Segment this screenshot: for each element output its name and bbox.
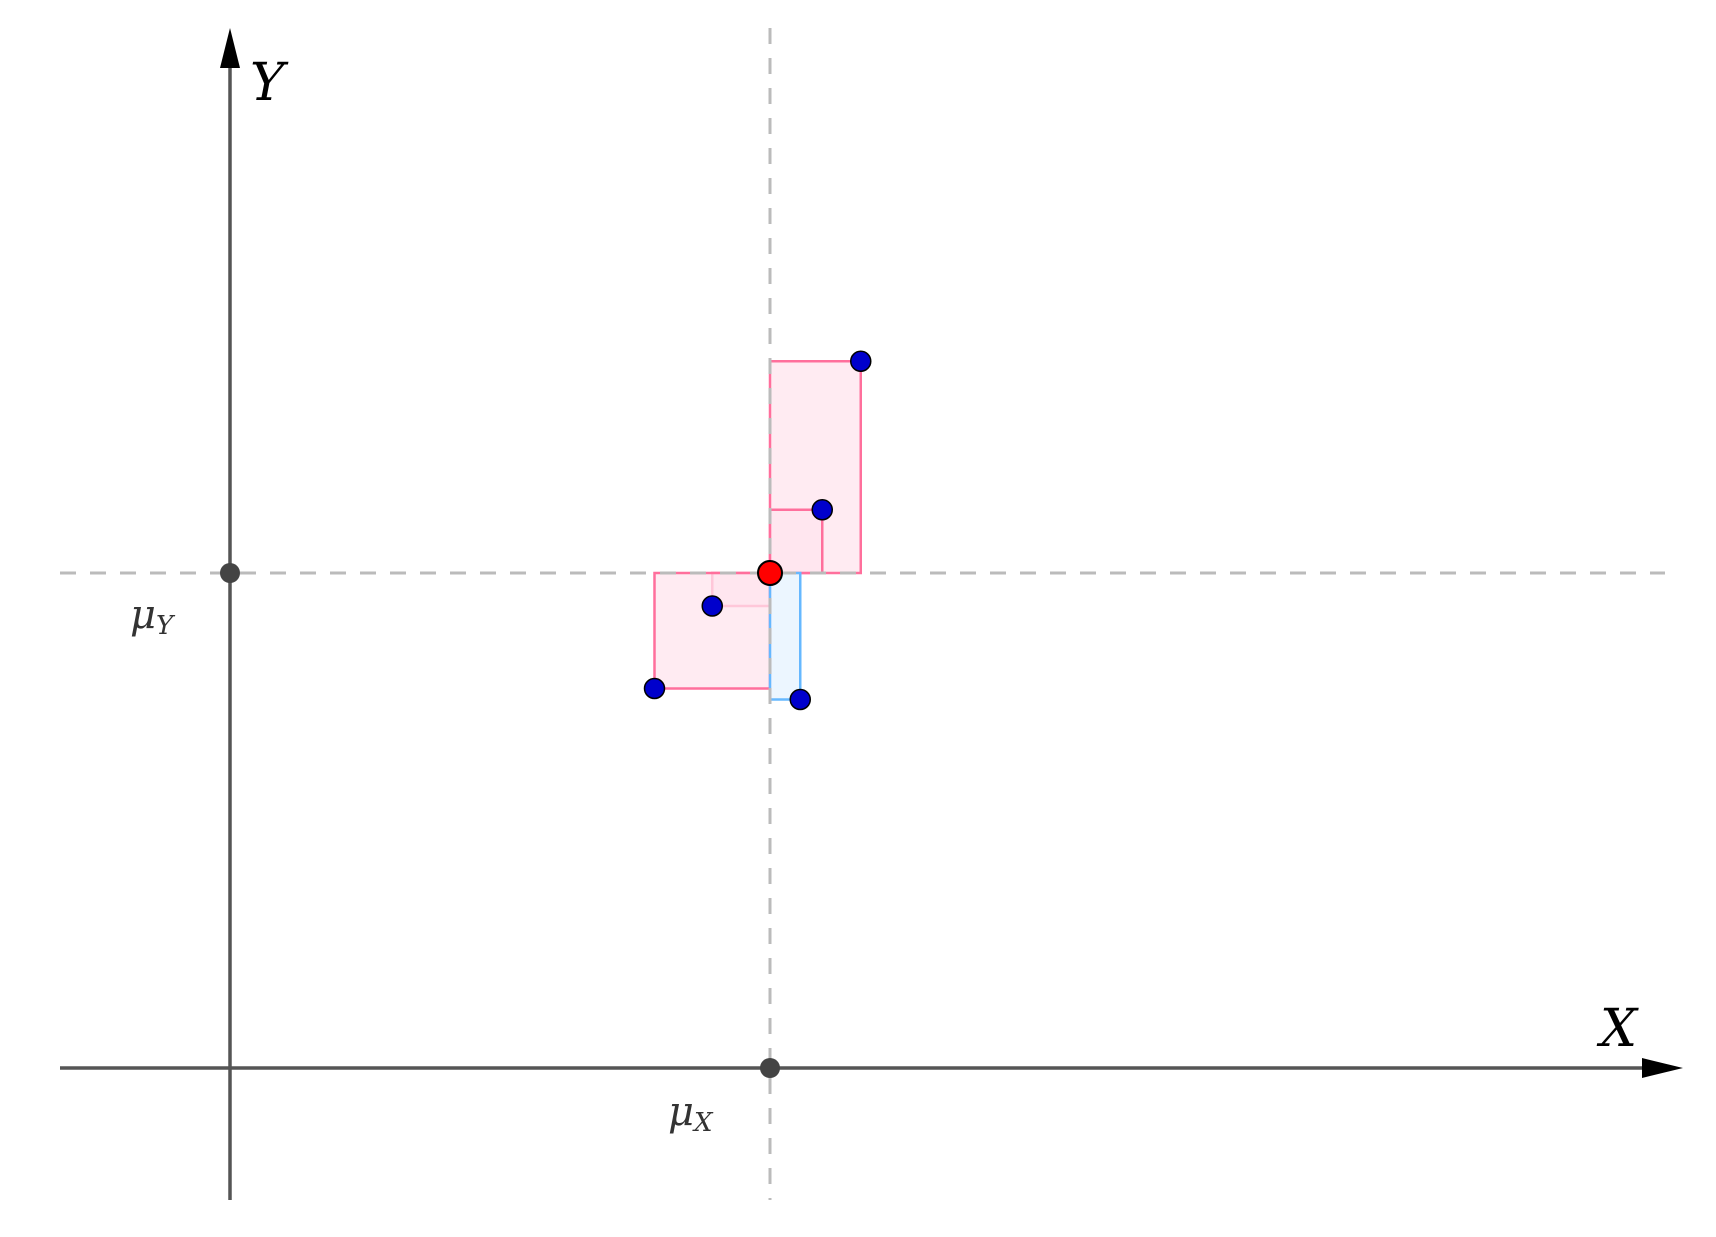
y-axis-label: Y [250,53,289,113]
mu-x-symbol: μ [668,1089,694,1135]
mu-y-symbol: μ [130,592,156,638]
mean-point [757,560,783,586]
data-point-2 [811,499,833,521]
data-point-3 [701,595,723,617]
mu-x-subscript: X [692,1108,714,1138]
mu-y-label: μY [130,592,176,641]
deviation-rectangles [653,360,862,701]
data-point-4 [643,677,666,700]
y-axis-arrow-icon [220,28,240,68]
data-points [643,350,872,711]
negative-deviation-rect [768,571,802,701]
mu-y-subscript: Y [156,611,176,641]
x-axis-label: X [1596,999,1639,1059]
x-axis-arrow-icon [1642,1058,1683,1078]
mu-x-label: μX [668,1089,714,1138]
data-point-5 [789,688,811,711]
data-point-1 [850,350,872,372]
mu-y-marker [220,563,240,583]
mu-x-marker [760,1058,780,1078]
positive-deviation-rect [653,571,772,690]
